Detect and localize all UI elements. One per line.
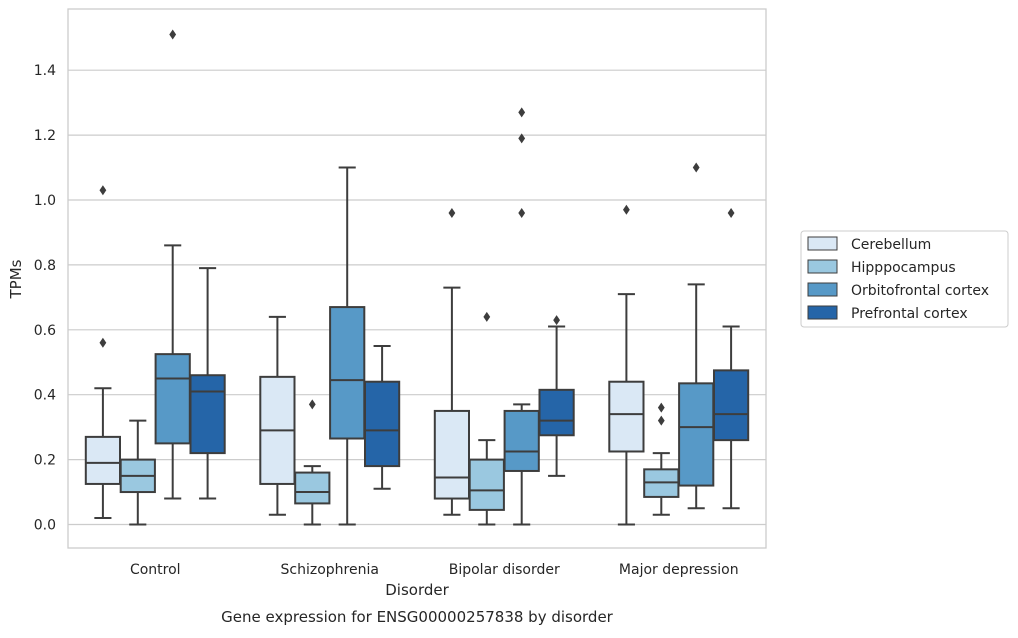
y-tick-label: 0.4 xyxy=(34,388,56,404)
box-3-3 xyxy=(712,207,750,510)
box-3-0 xyxy=(608,204,645,526)
box-body xyxy=(608,380,645,453)
outlier-point xyxy=(448,207,456,218)
box-1-2 xyxy=(329,166,366,526)
box-body xyxy=(433,409,471,500)
box-2-1 xyxy=(468,311,505,526)
legend-swatch xyxy=(807,305,838,320)
y-tick-labels: 0.0 0.2 0.4 0.6 0.8 1.0 1.2 1.4 xyxy=(34,63,56,533)
x-tick-labels: Control Schizophrenia Bipolar disorder Majo… xyxy=(130,562,739,578)
box-body xyxy=(294,471,331,505)
box-body xyxy=(189,374,226,455)
box-body xyxy=(678,382,715,487)
box-2-0 xyxy=(433,207,471,516)
outlier-point xyxy=(308,399,316,410)
x-tick-label: Major depression xyxy=(619,562,739,578)
box-body xyxy=(363,380,401,468)
outlier-point xyxy=(623,204,630,215)
plot-frame xyxy=(67,8,767,549)
legend-swatch xyxy=(807,282,838,297)
box-1-1 xyxy=(294,399,331,526)
legend-label: Prefrontal cortex xyxy=(851,306,968,322)
x-tick-label: Bipolar disorder xyxy=(449,562,560,578)
box-0-1 xyxy=(119,419,156,526)
legend-label: Hipppocampus xyxy=(851,260,956,276)
box-0-3 xyxy=(189,267,226,500)
x-axis-title: Disorder xyxy=(385,581,449,599)
y-tick-label: 1.2 xyxy=(34,128,56,144)
box-body xyxy=(503,409,540,472)
outlier-point xyxy=(169,29,177,40)
outlier-point xyxy=(483,311,491,322)
y-tick-label: 0.0 xyxy=(34,518,56,534)
box-3-1 xyxy=(643,402,680,516)
legend-frame xyxy=(800,230,1009,328)
legend-label: Orbitofrontal cortex xyxy=(851,283,989,299)
box-2-3 xyxy=(538,315,575,477)
box-body xyxy=(538,388,575,437)
y-tick-label: 1.4 xyxy=(34,63,56,79)
outlier-point xyxy=(99,337,107,348)
outlier-point xyxy=(657,415,665,426)
outlier-point xyxy=(692,162,700,173)
figure-caption: Gene expression for ENSG00000257838 by d… xyxy=(221,608,614,626)
outlier-point xyxy=(553,315,560,326)
outlier-point xyxy=(518,133,526,144)
box-1-0 xyxy=(259,315,296,516)
outlier-point xyxy=(518,107,526,118)
box-0-0 xyxy=(84,185,122,520)
y-tick-label: 0.6 xyxy=(34,323,56,339)
box-2-2 xyxy=(503,107,540,526)
box-body xyxy=(329,306,366,440)
box-1-3 xyxy=(363,345,401,490)
box-0-2 xyxy=(154,29,191,500)
outlier-point xyxy=(518,207,526,218)
outlier-point xyxy=(99,185,107,196)
y-tick-label: 0.2 xyxy=(34,453,56,469)
y-tick-label: 1.0 xyxy=(34,193,56,209)
box-3-2 xyxy=(678,162,715,510)
legend-label: Cerebellum xyxy=(851,237,931,253)
legend-swatch xyxy=(807,259,838,274)
legend: Cerebellum Hipppocampus Orbitofrontal cort… xyxy=(800,230,1009,328)
box-body xyxy=(84,435,122,485)
y-tick-label: 0.8 xyxy=(34,258,56,274)
legend-swatch xyxy=(807,236,838,251)
outlier-point xyxy=(657,402,665,413)
box-body xyxy=(712,369,750,442)
box-body xyxy=(468,458,505,511)
y-axis-title: TPMs xyxy=(7,259,25,299)
box-body xyxy=(154,353,191,445)
boxes xyxy=(84,29,750,526)
x-tick-label: Control xyxy=(130,562,181,578)
x-tick-label: Schizophrenia xyxy=(281,562,379,578)
outlier-point xyxy=(727,207,735,218)
